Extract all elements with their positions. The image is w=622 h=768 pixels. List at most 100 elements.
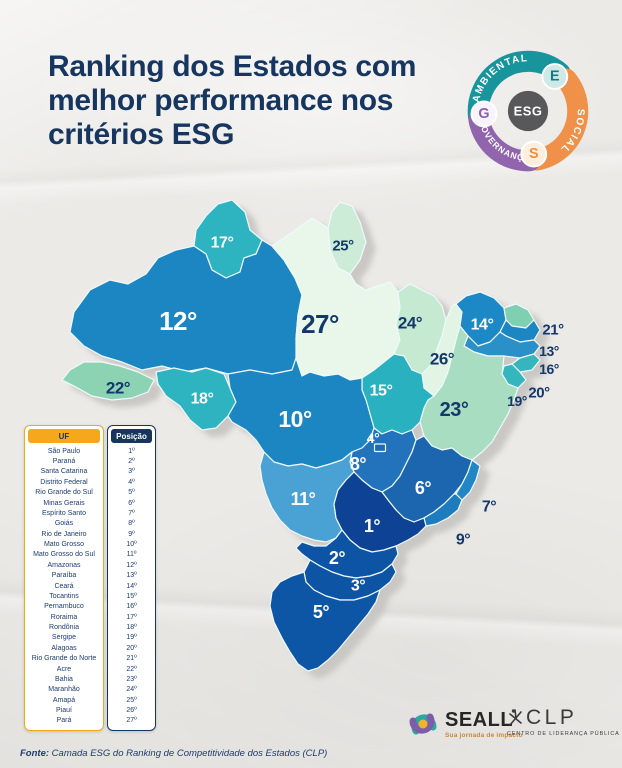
map-label-goias: 8°: [350, 454, 367, 474]
table-cell-uf: Paraná: [52, 458, 76, 466]
table-cell-uf: Tocantins: [49, 592, 79, 600]
map-label-piaui: 26°: [430, 350, 455, 369]
table-cell-uf: São Paulo: [47, 447, 81, 455]
page-title: Ranking dos Estados com melhor performan…: [48, 50, 478, 152]
map-label-sergipe: 19°: [507, 393, 527, 409]
table-cell-uf: Roraima: [50, 613, 78, 621]
table-cell-position: 23º: [126, 675, 137, 683]
table-cell-position: 21º: [126, 655, 137, 663]
map-label-rio-grande-do-norte: 21°: [542, 322, 564, 339]
map-label-rio-grande-do-sul: 5°: [313, 602, 330, 622]
table-cell-position: 9º: [128, 530, 135, 538]
seall-logo: SEALL Sua jornada de impacto: [406, 705, 523, 743]
map-label-minas-gerais: 6°: [415, 478, 432, 498]
clp-logo: CLP CENTRO DE LIDERANÇA PÚBLICA: [507, 707, 620, 737]
table-uf-rows: São Paulo Paraná Santa Catarina Distrito Fe…: [27, 446, 101, 726]
table-cell-uf: Espírito Santo: [42, 509, 86, 517]
map-label-paraiba: 13°: [539, 343, 559, 359]
table-cell-uf: Acre: [56, 665, 72, 673]
esg-arc-governanca: [468, 109, 541, 172]
map-label-pernambuco: 16°: [539, 361, 559, 377]
esg-arc-social: [526, 68, 589, 171]
map-label-acre: 22°: [106, 379, 131, 398]
table-cell-uf: Amapá: [52, 696, 76, 704]
page-title-line2: melhor performance nos: [48, 83, 394, 117]
table-cell-position: 15º: [126, 592, 137, 600]
map-label-amapa: 25°: [332, 238, 354, 255]
map-label-sao-paulo: 1°: [364, 516, 381, 536]
map-labels: 17° 25° 12° 27° 24° 26° 14° 21° 13° 16° …: [106, 235, 565, 623]
clp-figure-icon: [509, 709, 522, 726]
table-cell-uf: Piauí: [56, 707, 72, 715]
map-label-santa-catarina: 3°: [351, 578, 365, 595]
table-cell-position: 11º: [126, 551, 137, 559]
map-label-maranhao: 24°: [398, 314, 423, 333]
table-cell-uf: Rondônia: [49, 624, 79, 632]
map-label-roraima: 17°: [211, 235, 234, 252]
source-note: Fonte: Camada ESG do Ranking de Competit…: [20, 748, 327, 759]
table-cell-position: 19º: [126, 634, 137, 642]
table-cell-position: 8º: [128, 520, 135, 528]
table-uf-column: UF São Paulo Paraná Santa Catarina Distrito…: [24, 425, 104, 731]
map-states: [61, 199, 541, 672]
table-cell-uf: Rio Grande do Sul: [35, 489, 93, 497]
table-cell-position: 2º: [128, 458, 135, 466]
seall-wordmark: SEALL: [445, 708, 514, 731]
state-distrito-federal: [373, 443, 387, 453]
map-label-mato-grosso: 10°: [278, 406, 312, 432]
page-title-line3: critérios ESG: [48, 117, 235, 151]
table-cell-uf: Paraíba: [51, 572, 77, 580]
table-cell-position: 12º: [126, 561, 137, 569]
source-label: Fonte:: [20, 748, 50, 759]
map-label-parana: 2°: [329, 548, 346, 568]
map-label-bahia: 23°: [440, 399, 469, 421]
seall-icon-dot: [418, 719, 428, 729]
esg-letter-g: G: [478, 106, 489, 122]
source-text: Camada ESG do Ranking de Competitividade…: [51, 748, 328, 759]
state-rio-de-janeiro: [423, 493, 463, 527]
table-header-position: Posição: [111, 429, 152, 443]
clp-figure-strokes: [509, 709, 522, 726]
table-cell-uf: Sergipe: [51, 634, 77, 642]
table-cell-position: 17º: [126, 613, 137, 621]
table-cell-position: 3º: [128, 468, 135, 476]
clp-figure-head: [511, 709, 516, 713]
state-sao-paulo: [333, 471, 427, 553]
table-position-column: Posição 1º 2º 3º 4º 5º 6º 7º 8º 9º 10º 11º 12º 13º 14…: [107, 425, 156, 731]
table-cell-position: 18º: [126, 624, 137, 632]
table-cell-uf: Santa Catarina: [40, 468, 88, 476]
table-cell-position: 6º: [128, 499, 135, 507]
esg-letter-s: S: [529, 146, 539, 162]
esg-letter-circle-s: [520, 140, 548, 168]
state-acre: [61, 361, 155, 401]
table-cell-position: 5º: [128, 489, 135, 497]
table-cell-uf: Ceará: [54, 582, 74, 590]
seall-tagline: Sua jornada de impacto: [445, 731, 523, 739]
table-cell-uf: Maranhão: [48, 686, 80, 694]
map-label-amazonas: 12°: [159, 306, 197, 336]
table-cell-uf: Bahia: [55, 675, 73, 683]
state-rio-grande-do-sul: [269, 571, 381, 672]
esg-center-text: ESG: [514, 104, 543, 119]
esg-letter-circle-g: [470, 100, 498, 128]
table-cell-position: 13º: [126, 572, 137, 580]
table-cell-position: 4º: [128, 478, 135, 486]
table-cell-position: 1º: [128, 447, 135, 455]
table-cell-uf: Rio de Janeiro: [41, 530, 87, 538]
esg-badge: AMBIENTAL SOCIAL GOVERNANÇA E S G ESG: [467, 50, 589, 172]
table-cell-uf: Rio Grande do Norte: [31, 655, 97, 663]
map-label-ceara: 14°: [471, 317, 494, 334]
table-cell-position: 20º: [126, 644, 137, 652]
seall-icon: [409, 713, 437, 735]
map-label-alagoas: 20°: [528, 385, 550, 402]
table-header-uf: UF: [28, 429, 100, 443]
table-cell-position: 25º: [126, 696, 137, 704]
map-label-distrito-federal: 4°: [367, 430, 379, 446]
table-cell-position: 27º: [126, 717, 137, 725]
table-cell-position: 22º: [126, 665, 137, 673]
map-label-para: 27°: [301, 309, 339, 339]
table-cell-uf: Mato Grosso: [43, 541, 85, 549]
clp-wordmark: CLP: [526, 706, 578, 729]
table-position-rows: 1º 2º 3º 4º 5º 6º 7º 8º 9º 10º 11º 12º 13º 14º 15º 16º 1…: [110, 446, 153, 726]
